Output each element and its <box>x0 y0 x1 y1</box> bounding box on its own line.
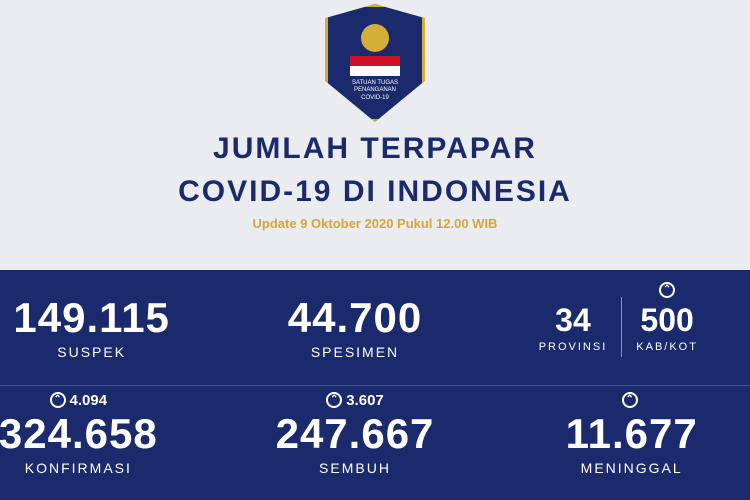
stats-row-2: ⌃ 4.094 324.658 KONFIRMASI ⌃ 3.607 247.6… <box>0 386 750 500</box>
shield-line2: PENANGANAN <box>352 87 398 94</box>
provinsi-sub: 34 PROVINSI <box>539 302 608 353</box>
header-section: SATUAN TUGAS PENANGANAN COVID-19 JUMLAH … <box>0 0 750 270</box>
meninggal-increment: ⌃ <box>622 392 642 408</box>
region-group: 34 PROVINSI ⌃ 500 KAB/KOT <box>539 297 698 357</box>
konfirmasi-increment: ⌃ 4.094 <box>50 392 108 409</box>
konfirmasi-increment-value: 4.094 <box>70 392 108 409</box>
kabkota-increment: ⌃ <box>659 282 675 298</box>
flag-icon <box>350 56 400 76</box>
stat-region: 34 PROVINSI ⌃ 500 KAB/KOT <box>487 270 750 385</box>
provinsi-value: 34 <box>555 302 591 339</box>
update-timestamp: Update 9 Oktober 2020 Pukul 12.00 WIB <box>253 216 498 231</box>
sembuh-increment-value: 3.607 <box>346 392 384 409</box>
infographic-container: SATUAN TUGAS PENANGANAN COVID-19 JUMLAH … <box>0 0 750 500</box>
sembuh-value: 247.667 <box>276 410 435 458</box>
kabkota-value: 500 <box>640 302 693 339</box>
kabkota-label: KAB/KOT <box>636 341 698 353</box>
garuda-emblem-icon <box>361 24 389 52</box>
stats-row-1: 149.115 SUSPEK 44.700 SPESIMEN 34 PROVIN… <box>0 270 750 386</box>
stat-konfirmasi: ⌃ 4.094 324.658 KONFIRMASI <box>0 386 217 500</box>
shield-org-text: SATUAN TUGAS PENANGANAN COVID-19 <box>347 80 403 102</box>
stats-section: 149.115 SUSPEK 44.700 SPESIMEN 34 PROVIN… <box>0 270 750 500</box>
spesimen-value: 44.700 <box>288 294 422 342</box>
up-arrow-icon: ⌃ <box>326 392 342 408</box>
shield-line3: COVID-19 <box>352 95 398 102</box>
shield-line1: SATUAN TUGAS <box>352 80 398 87</box>
stat-sembuh: ⌃ 3.607 247.667 SEMBUH <box>217 386 494 500</box>
up-arrow-icon: ⌃ <box>622 392 638 408</box>
konfirmasi-value: 324.658 <box>0 410 158 458</box>
kabkota-sub: ⌃ 500 KAB/KOT <box>636 302 698 353</box>
stat-meninggal: ⌃ 11.677 MENINGGAL <box>493 386 750 500</box>
meninggal-value: 11.677 <box>566 410 698 458</box>
spesimen-label: SPESIMEN <box>311 344 399 360</box>
suspek-label: SUSPEK <box>57 344 126 360</box>
region-divider <box>621 297 622 357</box>
shield-logo: SATUAN TUGAS PENANGANAN COVID-19 <box>325 4 425 122</box>
provinsi-label: PROVINSI <box>539 341 608 353</box>
title-line1: JUMLAH TERPAPAR <box>213 132 537 165</box>
sembuh-label: SEMBUH <box>319 460 391 476</box>
up-arrow-icon: ⌃ <box>659 282 675 298</box>
up-arrow-icon: ⌃ <box>50 392 66 408</box>
title-line2: COVID-19 DI INDONESIA <box>178 175 572 208</box>
suspek-value: 149.115 <box>13 294 170 342</box>
stat-suspek: 149.115 SUSPEK <box>0 270 223 385</box>
konfirmasi-label: KONFIRMASI <box>25 460 132 476</box>
stat-spesimen: 44.700 SPESIMEN <box>223 270 486 385</box>
sembuh-increment: ⌃ 3.607 <box>326 392 384 409</box>
meninggal-label: MENINGGAL <box>581 460 683 476</box>
